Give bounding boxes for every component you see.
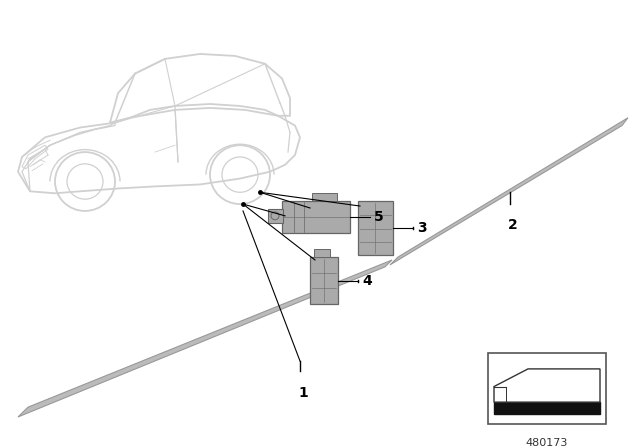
- Bar: [488, 353, 606, 424]
- Polygon shape: [314, 249, 330, 257]
- Polygon shape: [282, 201, 350, 233]
- Polygon shape: [312, 193, 337, 201]
- Text: 1: 1: [298, 386, 308, 400]
- Text: 3: 3: [417, 220, 427, 235]
- Bar: [268, 209, 283, 223]
- Polygon shape: [358, 201, 393, 255]
- Text: 2: 2: [508, 218, 518, 232]
- Polygon shape: [310, 257, 338, 304]
- Polygon shape: [18, 260, 392, 417]
- Text: 4: 4: [362, 274, 372, 288]
- Text: 480173: 480173: [526, 438, 568, 448]
- Text: 5: 5: [374, 210, 384, 224]
- Bar: [494, 402, 600, 414]
- Polygon shape: [390, 118, 628, 265]
